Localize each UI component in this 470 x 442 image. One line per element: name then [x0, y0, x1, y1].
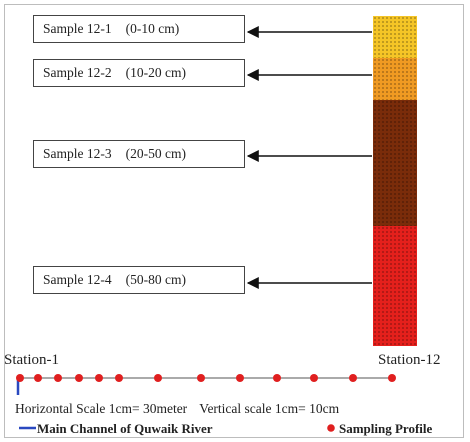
sampling-point: [310, 374, 318, 382]
diagram-frame: [4, 4, 464, 438]
sample-name: Sample 12-3: [43, 146, 112, 161]
sample-box-12-4: Sample 12-4 (50-80 cm): [33, 266, 245, 294]
horizontal-scale: Horizontal Scale 1cm= 30meter: [15, 401, 188, 416]
sampling-point: [16, 374, 24, 382]
station-12-label: Station-12: [378, 352, 441, 368]
sample-box-12-1: Sample 12-1 (0-10 cm): [33, 15, 245, 43]
sampling-points: [16, 374, 396, 382]
legend-points-label: Sampling Profile: [339, 421, 433, 436]
sampling-point: [75, 374, 83, 382]
sample-name: Sample 12-4: [43, 272, 112, 287]
sampling-point: [388, 374, 396, 382]
sampling-point: [349, 374, 357, 382]
scale-text: Horizontal Scale 1cm= 30meter Vertical sc…: [15, 401, 339, 417]
legend-channel-label: Main Channel of Quwaik River: [37, 421, 213, 436]
sampling-point: [115, 374, 123, 382]
station-1-label: Station-1: [4, 352, 59, 368]
sampling-point: [273, 374, 281, 382]
sampling-point: [197, 374, 205, 382]
sample-name: Sample 12-1: [43, 21, 112, 36]
soil-layer-10-20: [373, 58, 417, 100]
sample-name: Sample 12-2: [43, 65, 112, 80]
soil-layer-0-10: [373, 16, 417, 58]
legend-point-symbol: [327, 424, 335, 432]
sample-arrows: [246, 26, 372, 289]
sampling-point: [54, 374, 62, 382]
sampling-point: [236, 374, 244, 382]
vertical-scale: Vertical scale 1cm= 10cm: [199, 401, 340, 416]
sampling-point: [154, 374, 162, 382]
sample-range: (10-20 cm): [125, 65, 186, 80]
sample-box-12-2: Sample 12-2 (10-20 cm): [33, 59, 245, 87]
soil-layer-50-80: [373, 226, 417, 346]
soil-layer-20-50: [373, 100, 417, 226]
sampling-point: [34, 374, 42, 382]
sample-range: (50-80 cm): [125, 272, 186, 287]
sampling-point: [95, 374, 103, 382]
sample-box-12-3: Sample 12-3 (20-50 cm): [33, 140, 245, 168]
sample-range: (0-10 cm): [125, 21, 180, 36]
sample-range: (20-50 cm): [125, 146, 186, 161]
